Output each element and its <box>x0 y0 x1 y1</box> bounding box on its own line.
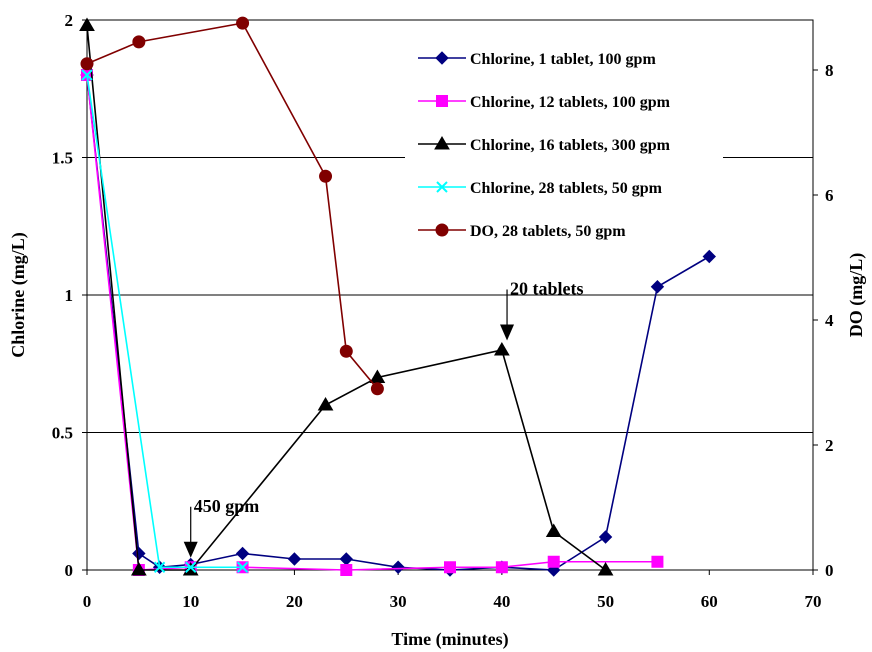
data-point <box>548 556 559 567</box>
data-point <box>341 565 352 576</box>
data-point <box>237 548 249 560</box>
series-line <box>87 75 243 567</box>
data-point <box>133 36 145 48</box>
data-point <box>81 58 93 70</box>
data-point <box>288 553 300 565</box>
y-right-tick-label: 8 <box>825 61 834 80</box>
legend-marker <box>437 96 448 107</box>
y-right-axis-label: DO (mg/L) <box>846 253 867 338</box>
annotation: 450 gpm <box>184 496 260 558</box>
x-tick-label: 0 <box>83 592 92 611</box>
y-left-axis-label: Chlorine (mg/L) <box>8 232 29 358</box>
data-point <box>599 563 613 575</box>
y-left-tick-label: 0.5 <box>52 424 73 443</box>
legend-label: Chlorine, 12 tablets, 100 gpm <box>470 94 671 111</box>
y-left-tick-label: 0 <box>65 561 74 580</box>
data-point <box>133 548 145 560</box>
legend: Chlorine, 1 tablet, 100 gpm Chlorine, 12 … <box>405 36 723 248</box>
data-point <box>392 561 404 573</box>
series-line <box>87 23 377 389</box>
data-point <box>651 281 663 293</box>
annotation-arrow-head <box>184 542 198 558</box>
x-tick-label: 40 <box>493 592 510 611</box>
x-axis-ticks: 0 10 20 30 40 50 60 70 <box>83 570 822 611</box>
y-right-tick-label: 2 <box>825 436 834 455</box>
annotation-label: 450 gpm <box>194 496 260 516</box>
y-left-tick-label: 1.5 <box>52 149 73 168</box>
x-tick-label: 70 <box>805 592 822 611</box>
data-point <box>495 343 509 355</box>
data-point <box>547 525 561 537</box>
legend-label: DO, 28 tablets, 50 gpm <box>470 223 626 240</box>
annotations: 450 gpm 20 tablets <box>184 279 584 558</box>
data-point <box>496 562 507 573</box>
y-left-axis-ticks: 0 0.5 1 1.5 2 <box>52 11 87 580</box>
data-point <box>319 398 333 410</box>
annotation: 20 tablets <box>500 279 584 341</box>
x-tick-label: 30 <box>390 592 407 611</box>
x-tick-label: 20 <box>286 592 303 611</box>
legend-label: Chlorine, 28 tablets, 50 gpm <box>470 180 663 197</box>
y-right-tick-label: 4 <box>825 311 834 330</box>
legend-label: Chlorine, 1 tablet, 100 gpm <box>470 51 656 68</box>
data-point <box>445 562 456 573</box>
data-point <box>340 553 352 565</box>
data-point <box>371 383 383 395</box>
x-tick-label: 60 <box>701 592 718 611</box>
data-point <box>600 531 612 543</box>
y-right-tick-label: 6 <box>825 186 834 205</box>
x-tick-label: 10 <box>182 592 199 611</box>
x-tick-label: 50 <box>597 592 614 611</box>
y-left-tick-label: 2 <box>65 11 74 30</box>
data-point <box>652 556 663 567</box>
y-left-tick-label: 1 <box>65 286 74 305</box>
legend-label: Chlorine, 16 tablets, 300 gpm <box>470 137 671 154</box>
annotation-arrow-head <box>500 325 514 341</box>
x-axis-label: Time (minutes) <box>391 629 508 650</box>
data-point <box>237 17 249 29</box>
y-right-tick-label: 0 <box>825 561 834 580</box>
y-right-axis-ticks: 0 2 4 6 8 <box>813 61 834 580</box>
annotation-label: 20 tablets <box>510 279 584 299</box>
data-point <box>340 345 352 357</box>
data-point <box>703 251 715 263</box>
legend-marker <box>436 224 448 236</box>
data-point <box>320 170 332 182</box>
